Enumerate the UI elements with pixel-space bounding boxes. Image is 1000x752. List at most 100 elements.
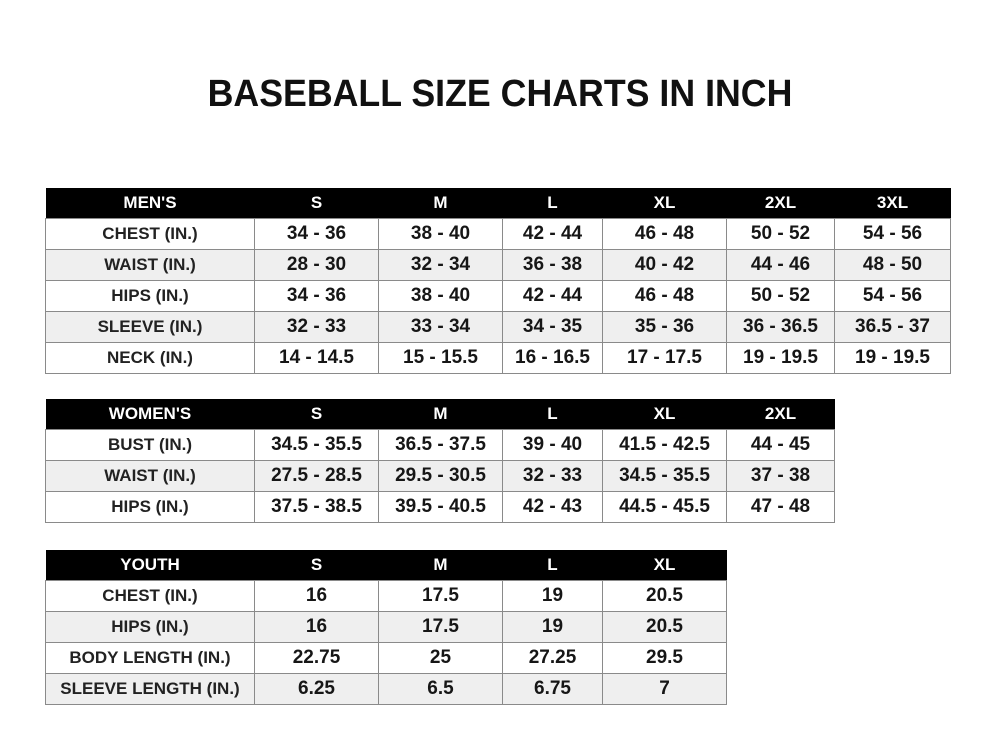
measurement-value: 34.5 - 35.5: [254, 429, 379, 461]
table-row: WAIST (IN.) 27.5 - 28.5 29.5 - 30.5 32 - 33…: [45, 460, 835, 492]
measurement-label: HIPS (IN.): [45, 611, 255, 643]
measurement-value: 14 - 14.5: [254, 342, 379, 374]
measurement-label: HIPS (IN.): [45, 280, 255, 312]
measurement-value: 36 - 38: [502, 249, 603, 281]
measurement-value: 29.5: [602, 642, 727, 674]
size-header: XL: [602, 550, 727, 581]
measurement-value: 37 - 38: [726, 460, 835, 492]
measurement-value: 16 - 16.5: [502, 342, 603, 374]
size-header: S: [254, 399, 379, 430]
header-row: WOMEN'S S M L XL 2XL: [45, 399, 835, 430]
measurement-value: 54 - 56: [834, 280, 951, 312]
measurement-value: 39.5 - 40.5: [378, 491, 503, 523]
measurement-value: 34.5 - 35.5: [602, 460, 727, 492]
womens-size-table: WOMEN'S S M L XL 2XL BUST (IN.) 34.5 - 35.5 36.5…: [45, 399, 835, 523]
measurement-value: 16: [254, 611, 379, 643]
header-row: YOUTH S M L XL: [45, 550, 727, 581]
measurement-value: 19 - 19.5: [834, 342, 951, 374]
measurement-value: 38 - 40: [378, 218, 503, 250]
measurement-value: 29.5 - 30.5: [378, 460, 503, 492]
measurement-value: 34 - 36: [254, 218, 379, 250]
measurement-value: 6.25: [254, 673, 379, 705]
measurement-value: 35 - 36: [602, 311, 727, 343]
measurement-value: 47 - 48: [726, 491, 835, 523]
measurement-value: 37.5 - 38.5: [254, 491, 379, 523]
table-row: HIPS (IN.) 34 - 36 38 - 40 42 - 44 46 - 48 50…: [45, 280, 951, 312]
table-row: HIPS (IN.) 16 17.5 19 20.5: [45, 611, 727, 643]
table-row: BODY LENGTH (IN.) 22.75 25 27.25 29.5: [45, 642, 727, 674]
table-row: HIPS (IN.) 37.5 - 38.5 39.5 - 40.5 42 - 43 4…: [45, 491, 835, 523]
measurement-value: 32 - 33: [502, 460, 603, 492]
measurement-value: 54 - 56: [834, 218, 951, 250]
table-row: CHEST (IN.) 16 17.5 19 20.5: [45, 580, 727, 612]
measurement-value: 6.75: [502, 673, 603, 705]
measurement-value: 19: [502, 580, 603, 612]
measurement-label: CHEST (IN.): [45, 218, 255, 250]
measurement-value: 6.5: [378, 673, 503, 705]
measurement-label: SLEEVE LENGTH (IN.): [45, 673, 255, 705]
measurement-value: 40 - 42: [602, 249, 727, 281]
page-title: BASEBALL SIZE CHARTS IN INCH: [207, 73, 793, 115]
measurement-value: 20.5: [602, 580, 727, 612]
measurement-value: 16: [254, 580, 379, 612]
measurement-label: BODY LENGTH (IN.): [45, 642, 255, 674]
measurement-value: 32 - 34: [378, 249, 503, 281]
table-row: SLEEVE LENGTH (IN.) 6.25 6.5 6.75 7: [45, 673, 727, 705]
measurement-value: 20.5: [602, 611, 727, 643]
measurement-value: 38 - 40: [378, 280, 503, 312]
measurement-value: 44 - 45: [726, 429, 835, 461]
measurement-value: 39 - 40: [502, 429, 603, 461]
table-row: NECK (IN.) 14 - 14.5 15 - 15.5 16 - 16.5 17 …: [45, 342, 951, 374]
measurement-value: 34 - 35: [502, 311, 603, 343]
size-header: S: [254, 550, 379, 581]
measurement-value: 22.75: [254, 642, 379, 674]
measurement-value: 36.5 - 37.5: [378, 429, 503, 461]
measurement-value: 28 - 30: [254, 249, 379, 281]
mens-size-table: MEN'S S M L XL 2XL 3XL CHEST (IN.) 34 - 36 38 - 4…: [45, 188, 951, 374]
measurement-value: 44 - 46: [726, 249, 835, 281]
table-row: SLEEVE (IN.) 32 - 33 33 - 34 34 - 35 35 - 36…: [45, 311, 951, 343]
measurement-value: 41.5 - 42.5: [602, 429, 727, 461]
measurement-value: 27.5 - 28.5: [254, 460, 379, 492]
header-row: MEN'S S M L XL 2XL 3XL: [45, 188, 951, 219]
measurement-value: 34 - 36: [254, 280, 379, 312]
youth-size-table: YOUTH S M L XL CHEST (IN.) 16 17.5 19 20.5 HIPS (I…: [45, 550, 727, 705]
size-header: L: [502, 188, 603, 219]
measurement-label: CHEST (IN.): [45, 580, 255, 612]
measurement-value: 36 - 36.5: [726, 311, 835, 343]
measurement-value: 17 - 17.5: [602, 342, 727, 374]
measurement-value: 36.5 - 37: [834, 311, 951, 343]
measurement-label: NECK (IN.): [45, 342, 255, 374]
size-header: M: [378, 399, 503, 430]
size-header: XL: [602, 188, 727, 219]
measurement-value: 19 - 19.5: [726, 342, 835, 374]
measurement-label: SLEEVE (IN.): [45, 311, 255, 343]
measurement-value: 27.25: [502, 642, 603, 674]
table-title: MEN'S: [45, 188, 255, 219]
measurement-value: 46 - 48: [602, 218, 727, 250]
measurement-value: 50 - 52: [726, 218, 835, 250]
size-header: 2XL: [726, 399, 835, 430]
measurement-value: 42 - 44: [502, 280, 603, 312]
measurement-value: 17.5: [378, 580, 503, 612]
measurement-value: 15 - 15.5: [378, 342, 503, 374]
table-title: YOUTH: [45, 550, 255, 581]
measurement-value: 19: [502, 611, 603, 643]
measurement-value: 50 - 52: [726, 280, 835, 312]
measurement-value: 42 - 43: [502, 491, 603, 523]
size-header: L: [502, 399, 603, 430]
table-title: WOMEN'S: [45, 399, 255, 430]
measurement-value: 17.5: [378, 611, 503, 643]
measurement-value: 33 - 34: [378, 311, 503, 343]
measurement-value: 42 - 44: [502, 218, 603, 250]
size-header: S: [254, 188, 379, 219]
measurement-value: 44.5 - 45.5: [602, 491, 727, 523]
measurement-value: 48 - 50: [834, 249, 951, 281]
measurement-label: WAIST (IN.): [45, 460, 255, 492]
measurement-value: 46 - 48: [602, 280, 727, 312]
measurement-label: WAIST (IN.): [45, 249, 255, 281]
size-header: M: [378, 188, 503, 219]
table-row: WAIST (IN.) 28 - 30 32 - 34 36 - 38 40 - 42 4…: [45, 249, 951, 281]
size-header: M: [378, 550, 503, 581]
size-header: L: [502, 550, 603, 581]
